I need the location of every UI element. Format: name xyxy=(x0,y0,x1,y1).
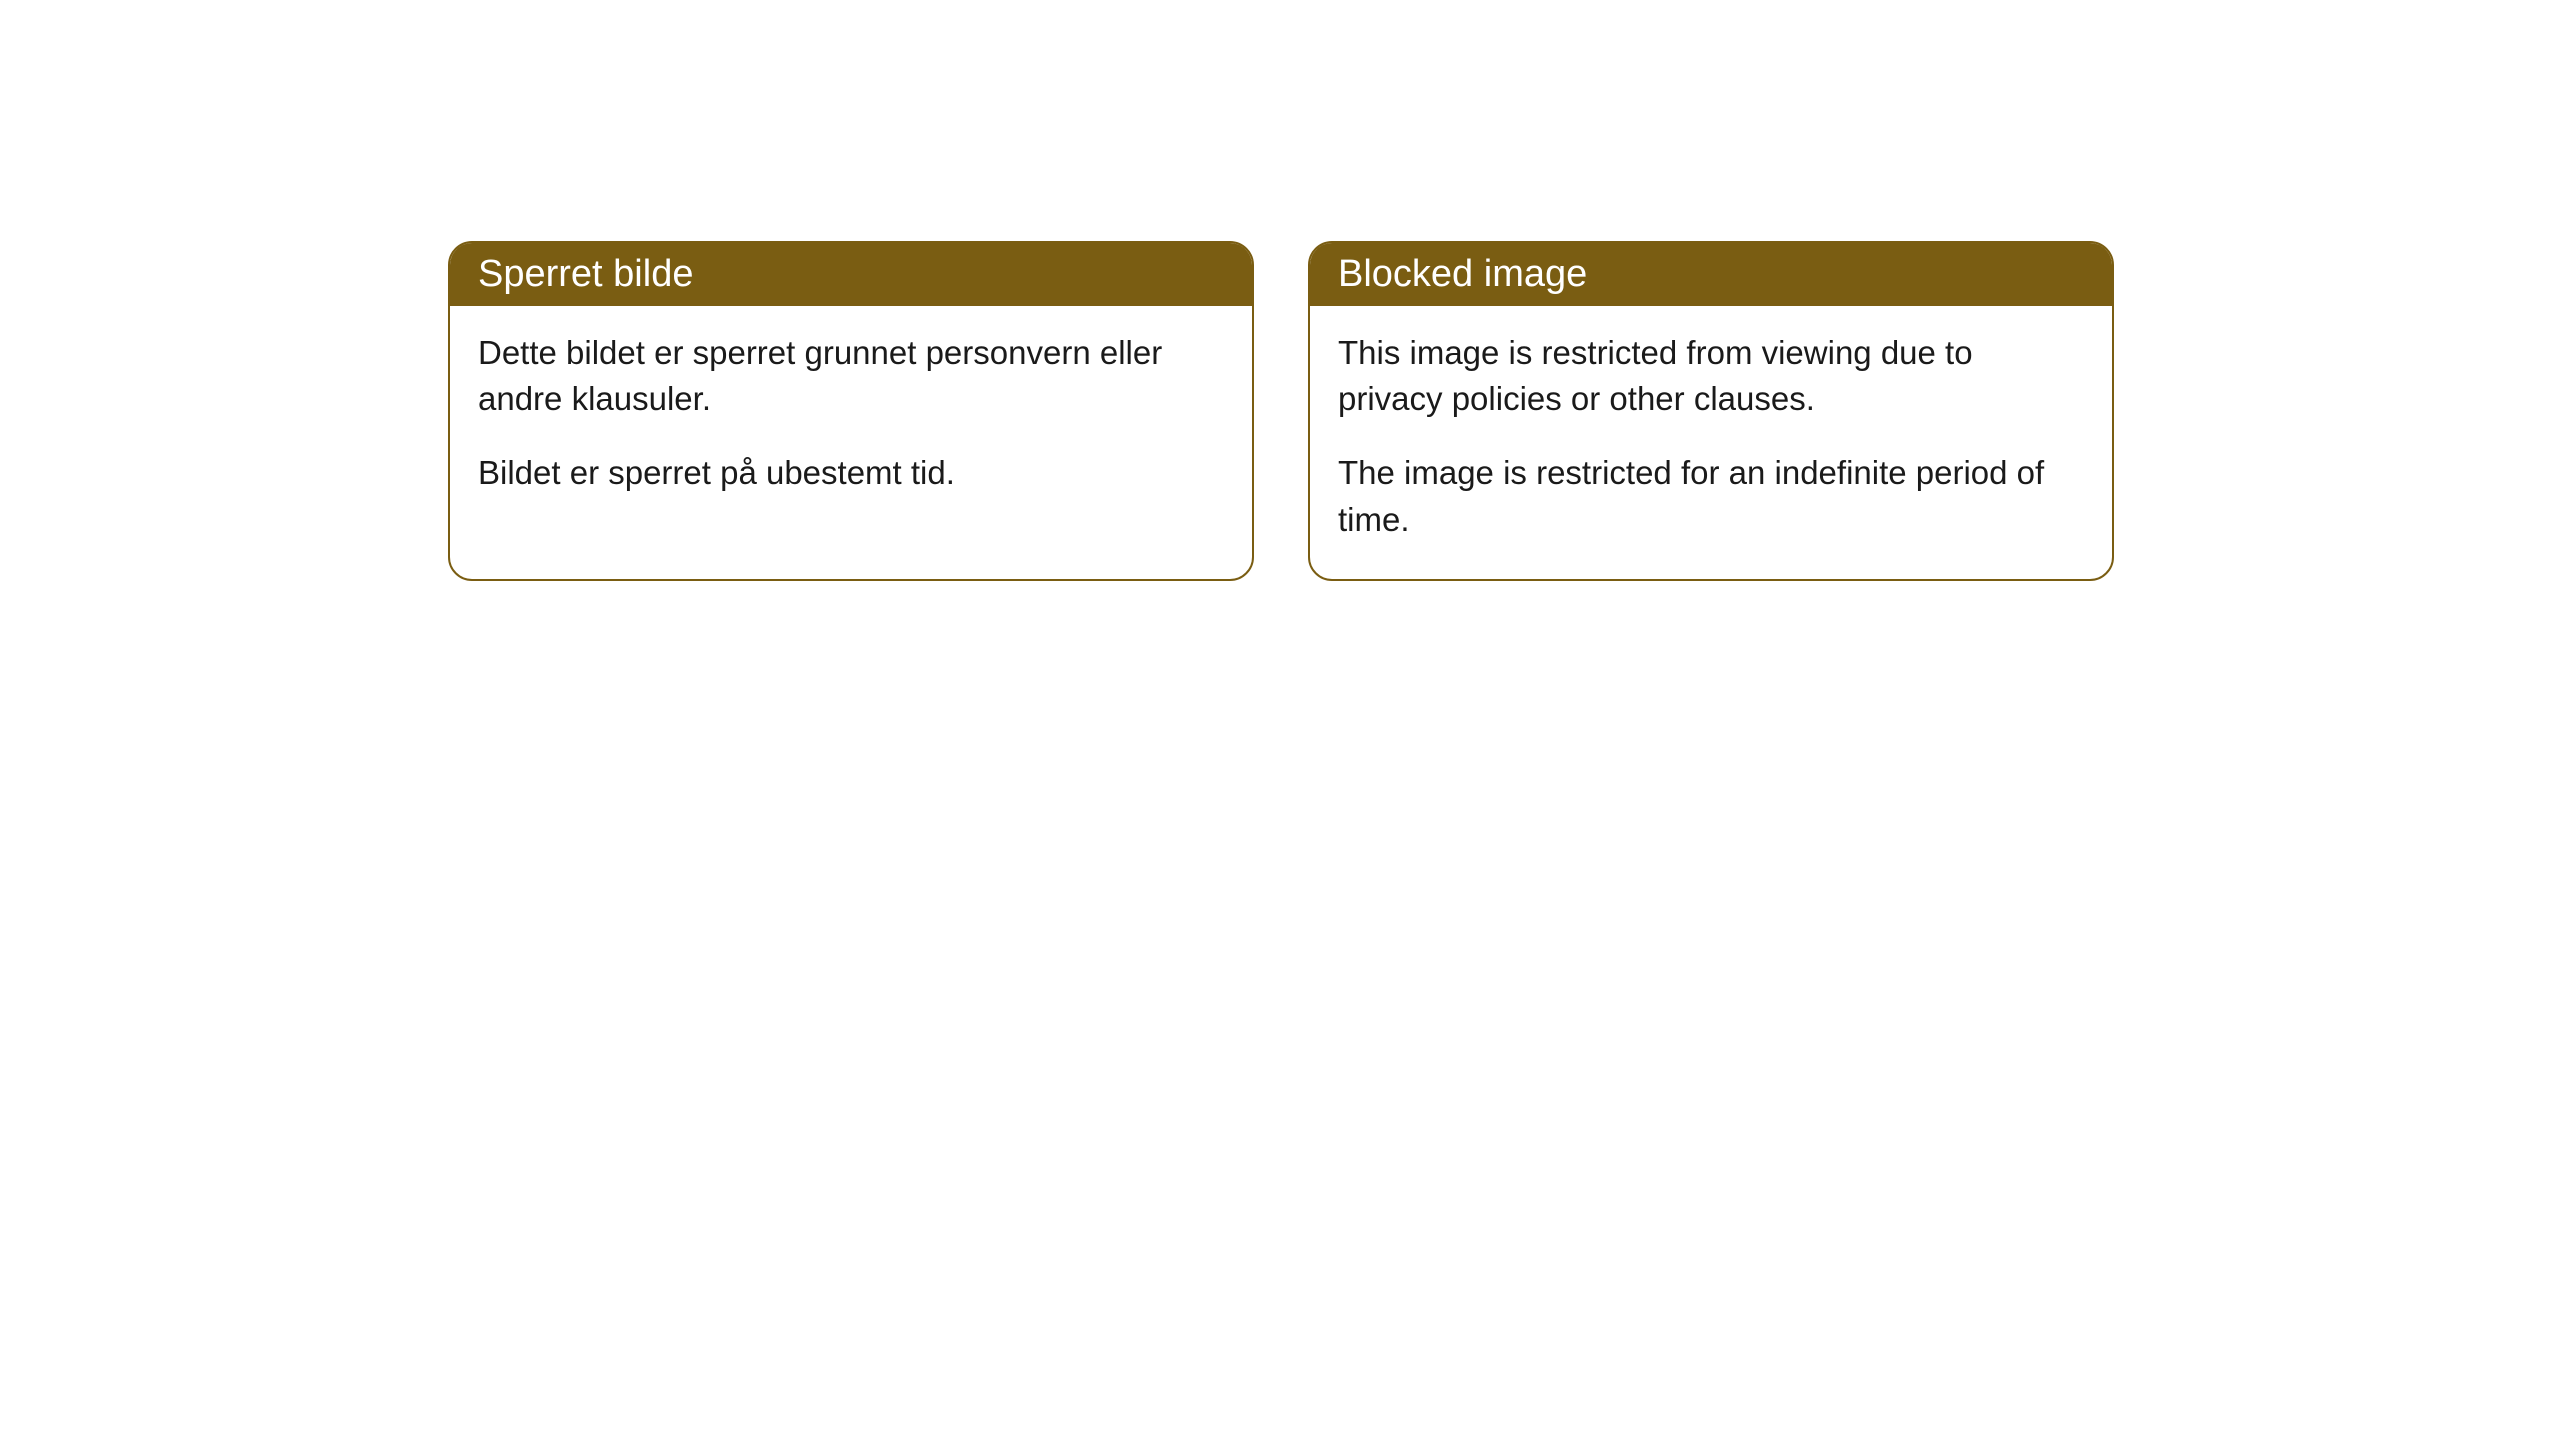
card-title: Blocked image xyxy=(1338,253,1587,295)
card-paragraph: The image is restricted for an indefinit… xyxy=(1338,450,2084,542)
card-body: This image is restricted from viewing du… xyxy=(1310,306,2112,579)
card-paragraph: Dette bildet er sperret grunnet personve… xyxy=(478,330,1224,422)
card-title: Sperret bilde xyxy=(478,253,693,295)
notice-cards-container: Sperret bilde Dette bildet er sperret gr… xyxy=(448,241,2114,581)
card-header: Sperret bilde xyxy=(450,243,1252,306)
card-body: Dette bildet er sperret grunnet personve… xyxy=(450,306,1252,533)
card-paragraph: This image is restricted from viewing du… xyxy=(1338,330,2084,422)
card-header: Blocked image xyxy=(1310,243,2112,306)
notice-card-norwegian: Sperret bilde Dette bildet er sperret gr… xyxy=(448,241,1254,581)
notice-card-english: Blocked image This image is restricted f… xyxy=(1308,241,2114,581)
card-paragraph: Bildet er sperret på ubestemt tid. xyxy=(478,450,1224,496)
